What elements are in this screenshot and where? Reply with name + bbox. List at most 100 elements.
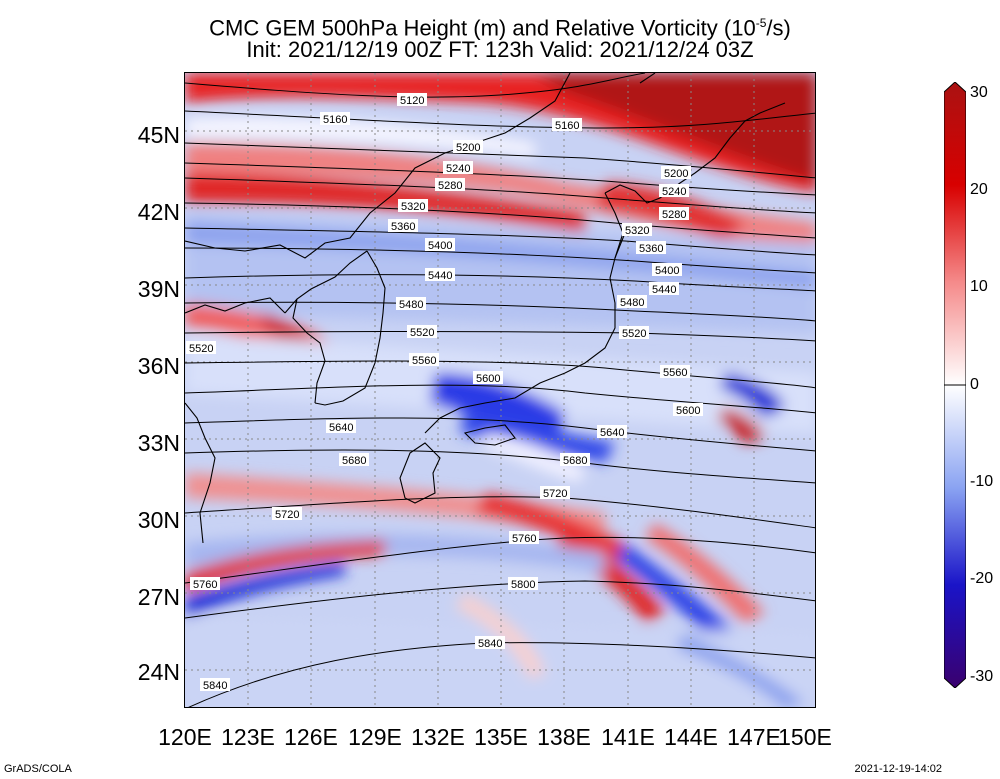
svg-text:5280: 5280 [662, 209, 686, 221]
svg-text:5680: 5680 [563, 455, 587, 467]
footer-timestamp: 2021-12-19-14:02 [854, 763, 942, 775]
svg-text:5200: 5200 [664, 168, 688, 180]
contour-label: 5600 [473, 371, 503, 385]
y-tick-label: 42N [137, 199, 180, 225]
vorticity-map: 5120 5160 5160 5200 5200 5240 5240 5280 … [184, 72, 816, 708]
svg-text:5680: 5680 [342, 455, 366, 467]
contour-label: 5600 [673, 403, 703, 417]
contour-label: 5200 [453, 140, 483, 154]
contour-label: 5440 [425, 268, 455, 282]
x-tick-label: 141E [601, 724, 655, 750]
contour-label: 5320 [622, 223, 652, 237]
contour-label: 5680 [560, 453, 590, 467]
x-tick-label: 135E [474, 724, 528, 750]
colorbar-tick: 30 [970, 84, 988, 101]
svg-text:5160: 5160 [555, 120, 579, 132]
x-tick-label: 120E [158, 724, 212, 750]
svg-text:5600: 5600 [476, 373, 500, 385]
svg-text:5440: 5440 [652, 284, 676, 296]
svg-text:5240: 5240 [662, 186, 686, 198]
contour-label: 5760 [190, 577, 220, 591]
svg-text:5640: 5640 [600, 427, 624, 439]
contour-label: 5800 [508, 577, 538, 591]
svg-text:5600: 5600 [676, 405, 700, 417]
svg-text:5240: 5240 [446, 163, 470, 175]
colorbar-tick: 10 [970, 278, 988, 295]
svg-text:5760: 5760 [193, 579, 217, 591]
contour-label: 5360 [636, 241, 666, 255]
chart-title-line2: Init: 2021/12/19 00Z FT: 123h Valid: 202… [246, 37, 754, 62]
contour-label: 5400 [652, 263, 682, 277]
contour-label: 5480 [396, 297, 426, 311]
svg-text:5480: 5480 [620, 297, 644, 309]
contour-label: 5560 [409, 353, 439, 367]
contour-label-group: 5120 5160 5160 5200 5200 5240 5240 5280 … [186, 93, 703, 692]
svg-text:5360: 5360 [639, 243, 663, 255]
contour-label: 5640 [326, 420, 356, 434]
footer-credit: GrADS/COLA [4, 763, 72, 775]
y-tick-label: 39N [137, 276, 180, 302]
y-tick-label: 36N [137, 353, 180, 379]
svg-text:5480: 5480 [399, 299, 423, 311]
svg-text:5560: 5560 [663, 367, 687, 379]
contour-label: 5120 [397, 93, 427, 107]
x-tick-label: 129E [348, 724, 402, 750]
svg-text:5760: 5760 [512, 533, 536, 545]
x-tick-label: 132E [411, 724, 465, 750]
svg-text:5400: 5400 [428, 240, 452, 252]
colorbar-tick: 0 [970, 376, 979, 393]
x-tick-label: 123E [221, 724, 275, 750]
svg-text:5720: 5720 [543, 488, 567, 500]
svg-text:5360: 5360 [391, 221, 415, 233]
svg-text:5840: 5840 [203, 680, 227, 692]
chart-title-line1: CMC GEM 500hPa Height (m) and Relative V… [209, 15, 791, 41]
contour-label: 5520 [407, 325, 437, 339]
contour-label: 5560 [660, 365, 690, 379]
svg-text:5320: 5320 [401, 201, 425, 213]
contour-label: 5680 [339, 453, 369, 467]
x-tick-label: 150E [778, 724, 832, 750]
x-tick-label: 147E [727, 724, 781, 750]
contour-label: 5200 [661, 166, 691, 180]
svg-text:5520: 5520 [622, 328, 646, 340]
height-contours [185, 73, 815, 707]
contour-label: 5320 [398, 199, 428, 213]
contour-label: 5520 [186, 341, 216, 355]
y-tick-label: 27N [137, 584, 180, 610]
contour-label: 5840 [200, 678, 230, 692]
contour-label: 5440 [649, 282, 679, 296]
svg-text:5720: 5720 [275, 509, 299, 521]
contour-label: 5840 [475, 636, 505, 650]
y-tick-label: 24N [137, 659, 180, 685]
contour-label: 5280 [659, 207, 689, 221]
colorbar-tick: -10 [970, 473, 994, 490]
contour-label: 5240 [659, 184, 689, 198]
contour-label: 5360 [388, 219, 418, 233]
svg-text:5320: 5320 [625, 225, 649, 237]
svg-text:5440: 5440 [428, 270, 452, 282]
contour-label: 5160 [320, 112, 350, 126]
svg-text:5640: 5640 [329, 422, 353, 434]
svg-text:5560: 5560 [412, 355, 436, 367]
contour-label: 5720 [272, 507, 302, 521]
contour-label: 5760 [509, 531, 539, 545]
svg-text:5520: 5520 [410, 327, 434, 339]
colorbar-tick: 20 [970, 181, 988, 198]
contour-label: 5400 [425, 238, 455, 252]
y-tick-label: 30N [137, 507, 180, 533]
colorbar-tick: -30 [970, 668, 994, 685]
x-tick-label: 138E [537, 724, 591, 750]
contour-label: 5240 [443, 161, 473, 175]
svg-text:5520: 5520 [189, 343, 213, 355]
svg-text:5800: 5800 [511, 579, 535, 591]
colorbar [944, 82, 966, 688]
svg-text:5200: 5200 [456, 142, 480, 154]
svg-text:5840: 5840 [478, 638, 502, 650]
contour-label: 5520 [619, 326, 649, 340]
y-tick-label: 45N [137, 122, 180, 148]
colorbar-tick: -20 [970, 570, 994, 587]
x-tick-label: 144E [664, 724, 718, 750]
x-tick-label: 126E [284, 724, 338, 750]
contour-label: 5480 [617, 295, 647, 309]
contour-label: 5280 [435, 178, 465, 192]
